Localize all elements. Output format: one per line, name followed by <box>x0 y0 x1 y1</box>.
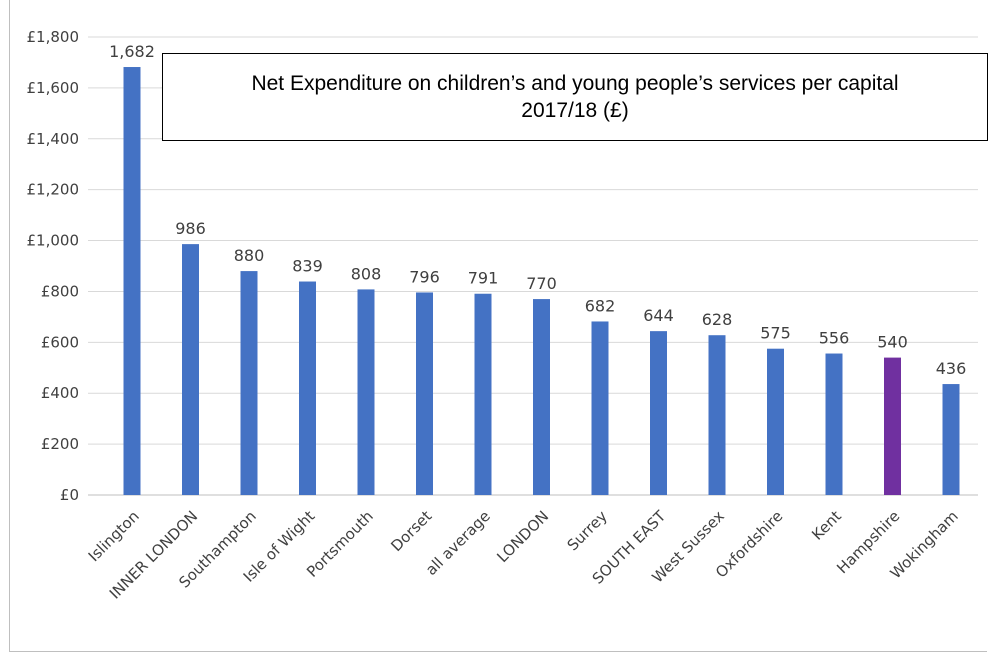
data-label: 436 <box>936 359 967 378</box>
bar <box>709 335 726 495</box>
bar <box>241 271 258 495</box>
bar <box>182 244 199 495</box>
bar <box>358 289 375 495</box>
data-label: 839 <box>292 257 323 276</box>
y-tick-label: £1,600 <box>27 79 80 97</box>
bar <box>767 349 784 495</box>
bar <box>299 282 316 495</box>
data-label: 556 <box>819 329 850 348</box>
x-tick-label: LONDON <box>493 507 552 566</box>
bar <box>943 384 960 495</box>
x-tick-label: Kent <box>808 507 845 544</box>
y-tick-label: £800 <box>41 282 79 300</box>
x-tick-label: Islington <box>85 507 143 565</box>
bar <box>884 358 901 495</box>
y-tick-label: £200 <box>41 435 79 453</box>
data-label: 808 <box>351 264 382 283</box>
data-label: 986 <box>175 219 206 238</box>
data-label: 791 <box>468 269 499 288</box>
chart-title: Net Expenditure on children’s and young … <box>223 70 927 124</box>
chart-title-box: Net Expenditure on children’s and young … <box>162 53 988 141</box>
data-label: 796 <box>409 267 440 286</box>
bar <box>592 321 609 495</box>
x-tick-label: Surrey <box>564 507 611 554</box>
y-tick-label: £400 <box>41 384 79 402</box>
y-tick-label: £600 <box>41 333 79 351</box>
y-tick-label: £0 <box>60 486 79 504</box>
y-axis-ticks: £0 £200 £400 £600 £800 £1,000 £1,200 £1,400 £1,6… <box>27 28 80 504</box>
x-tick-label: Dorset <box>387 507 435 555</box>
bar <box>826 354 843 495</box>
data-label: 682 <box>585 296 616 315</box>
bar <box>416 292 433 495</box>
data-label: 770 <box>526 274 557 293</box>
y-tick-label: £1,400 <box>27 130 80 148</box>
data-label: 575 <box>760 324 791 343</box>
data-label: 880 <box>234 246 265 265</box>
data-label: 1,682 <box>109 42 155 61</box>
y-tick-label: £1,800 <box>27 28 80 46</box>
bar <box>533 299 550 495</box>
data-label: 628 <box>702 310 733 329</box>
data-label: 540 <box>877 333 908 352</box>
y-tick-label: £1,000 <box>27 232 80 250</box>
bar <box>650 331 667 495</box>
data-label: 644 <box>643 306 674 325</box>
bar <box>124 67 141 495</box>
y-tick-label: £1,200 <box>27 181 80 199</box>
bar <box>475 294 492 495</box>
